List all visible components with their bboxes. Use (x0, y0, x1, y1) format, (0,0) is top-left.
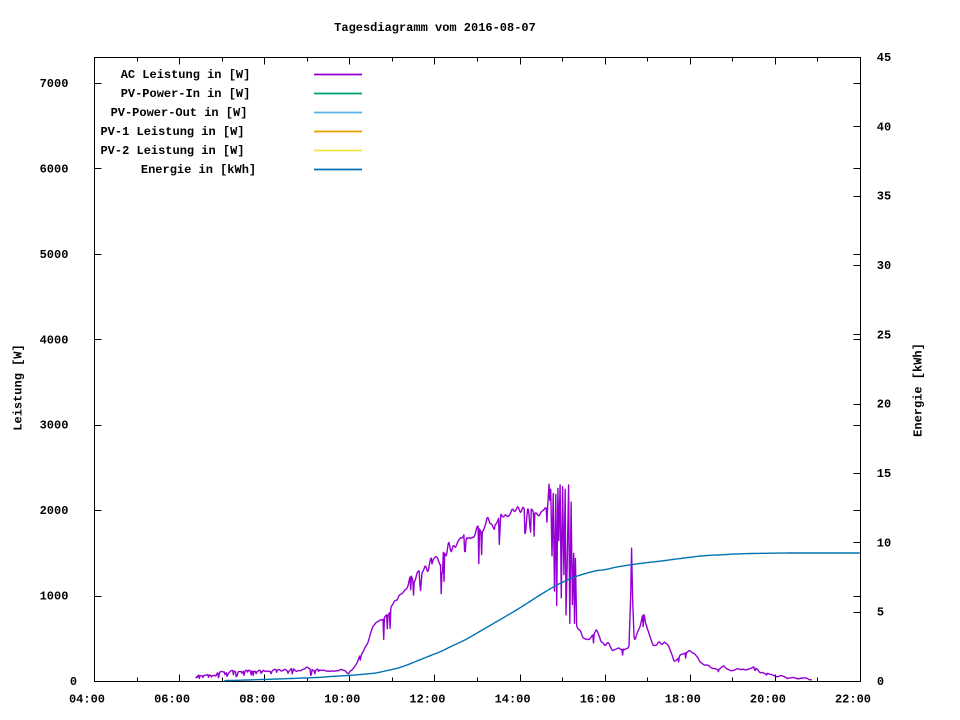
svg-text:10:00: 10:00 (324, 693, 360, 707)
svg-text:45: 45 (877, 51, 891, 65)
svg-text:15: 15 (877, 467, 891, 481)
svg-text:18:00: 18:00 (665, 693, 701, 707)
svg-text:5000: 5000 (40, 248, 69, 262)
svg-text:08:00: 08:00 (239, 693, 275, 707)
svg-text:12:00: 12:00 (409, 693, 445, 707)
svg-text:2000: 2000 (40, 504, 69, 518)
svg-text:06:00: 06:00 (154, 693, 190, 707)
svg-text:0: 0 (70, 675, 77, 689)
svg-text:14:00: 14:00 (495, 693, 531, 707)
svg-text:Tagesdiagramm vom 2016-08-07: Tagesdiagramm vom 2016-08-07 (334, 21, 536, 35)
svg-text:4000: 4000 (40, 333, 69, 347)
svg-text:25: 25 (877, 328, 891, 342)
svg-text:20: 20 (877, 398, 891, 412)
svg-text:3000: 3000 (40, 419, 69, 433)
svg-text:20:00: 20:00 (750, 693, 786, 707)
svg-text:PV-2 Leistung in [W]: PV-2 Leistung in [W] (100, 144, 244, 158)
svg-text:22:00: 22:00 (835, 693, 871, 707)
svg-text:5: 5 (877, 606, 884, 620)
svg-text:40: 40 (877, 120, 891, 134)
svg-text:0: 0 (877, 675, 884, 689)
svg-text:7000: 7000 (40, 77, 69, 91)
svg-text:35: 35 (877, 190, 891, 204)
svg-text:10: 10 (877, 536, 891, 550)
svg-text:PV-Power-Out in [W]: PV-Power-Out in [W] (111, 106, 248, 120)
svg-text:AC Leistung in [W]: AC Leistung in [W] (121, 68, 251, 82)
svg-text:6000: 6000 (40, 163, 69, 177)
svg-text:Energie in [kWh]: Energie in [kWh] (141, 163, 256, 177)
svg-text:PV-1 Leistung in [W]: PV-1 Leistung in [W] (100, 125, 244, 139)
svg-text:16:00: 16:00 (580, 693, 616, 707)
svg-text:Leistung [W]: Leistung [W] (12, 344, 26, 430)
svg-text:04:00: 04:00 (69, 693, 105, 707)
svg-text:PV-Power-In in [W]: PV-Power-In in [W] (121, 87, 251, 101)
svg-text:30: 30 (877, 259, 891, 273)
svg-text:Energie [kWh]: Energie [kWh] (912, 343, 926, 437)
svg-text:1000: 1000 (40, 590, 69, 604)
